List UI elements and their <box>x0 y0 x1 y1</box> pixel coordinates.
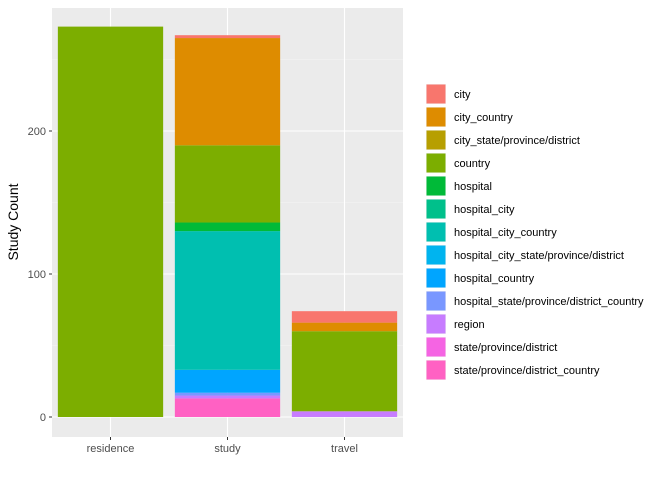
bar-segment <box>174 35 281 39</box>
legend-swatch <box>426 176 446 196</box>
bar-segment <box>174 395 281 399</box>
bar-segment <box>174 369 281 393</box>
y-axis-title: Study Count <box>5 183 21 260</box>
bar-segment <box>291 331 398 412</box>
legend-swatch <box>426 153 446 173</box>
bar-segment <box>291 322 398 332</box>
legend-swatch <box>426 199 446 219</box>
bars <box>57 26 398 418</box>
bar-segment <box>174 392 281 396</box>
y-tick-label: 200 <box>28 126 46 138</box>
legend-label: hospital <box>454 181 492 193</box>
legend-label: hospital_country <box>454 273 535 285</box>
bar-segment <box>174 398 281 417</box>
legend-label: hospital_city_state/province/district <box>454 250 624 262</box>
legend-label: city <box>454 89 471 101</box>
x-axis: residence study travel <box>87 437 358 455</box>
legend-label: state/province/district_country <box>454 365 600 377</box>
bar-segment <box>174 38 281 146</box>
legend-label: state/province/district <box>454 342 557 354</box>
legend-label: hospital_city_country <box>454 227 557 239</box>
bar-segment <box>57 26 164 418</box>
y-tick-label: 0 <box>40 412 46 424</box>
legend-swatch <box>426 245 446 265</box>
y-axis: 0 100 200 <box>28 126 52 424</box>
legend-swatch <box>426 337 446 357</box>
legend-label: city_country <box>454 112 513 124</box>
y-tick-label: 100 <box>28 269 46 281</box>
legend-label: city_state/province/district <box>454 135 580 147</box>
x-tick-label: residence <box>87 443 135 455</box>
legend: city city_country city_state/province/dist… <box>426 84 644 380</box>
bar-segment <box>174 222 281 232</box>
bar-segment <box>174 145 281 223</box>
x-tick-label: study <box>214 443 241 455</box>
legend-swatch <box>426 107 446 127</box>
legend-swatch <box>426 314 446 334</box>
legend-swatch <box>426 130 446 150</box>
legend-label: country <box>454 158 491 170</box>
bar-segment <box>291 311 398 323</box>
legend-swatch <box>426 291 446 311</box>
legend-swatch <box>426 268 446 288</box>
legend-label: region <box>454 319 485 331</box>
legend-label: hospital_state/province/district_country <box>454 296 644 308</box>
x-tick-label: travel <box>331 443 358 455</box>
bar-segment <box>291 411 398 417</box>
legend-swatch <box>426 222 446 242</box>
legend-swatch <box>426 360 446 380</box>
legend-label: hospital_city <box>454 204 515 216</box>
legend-swatch <box>426 84 446 104</box>
bar-segment <box>174 231 281 370</box>
